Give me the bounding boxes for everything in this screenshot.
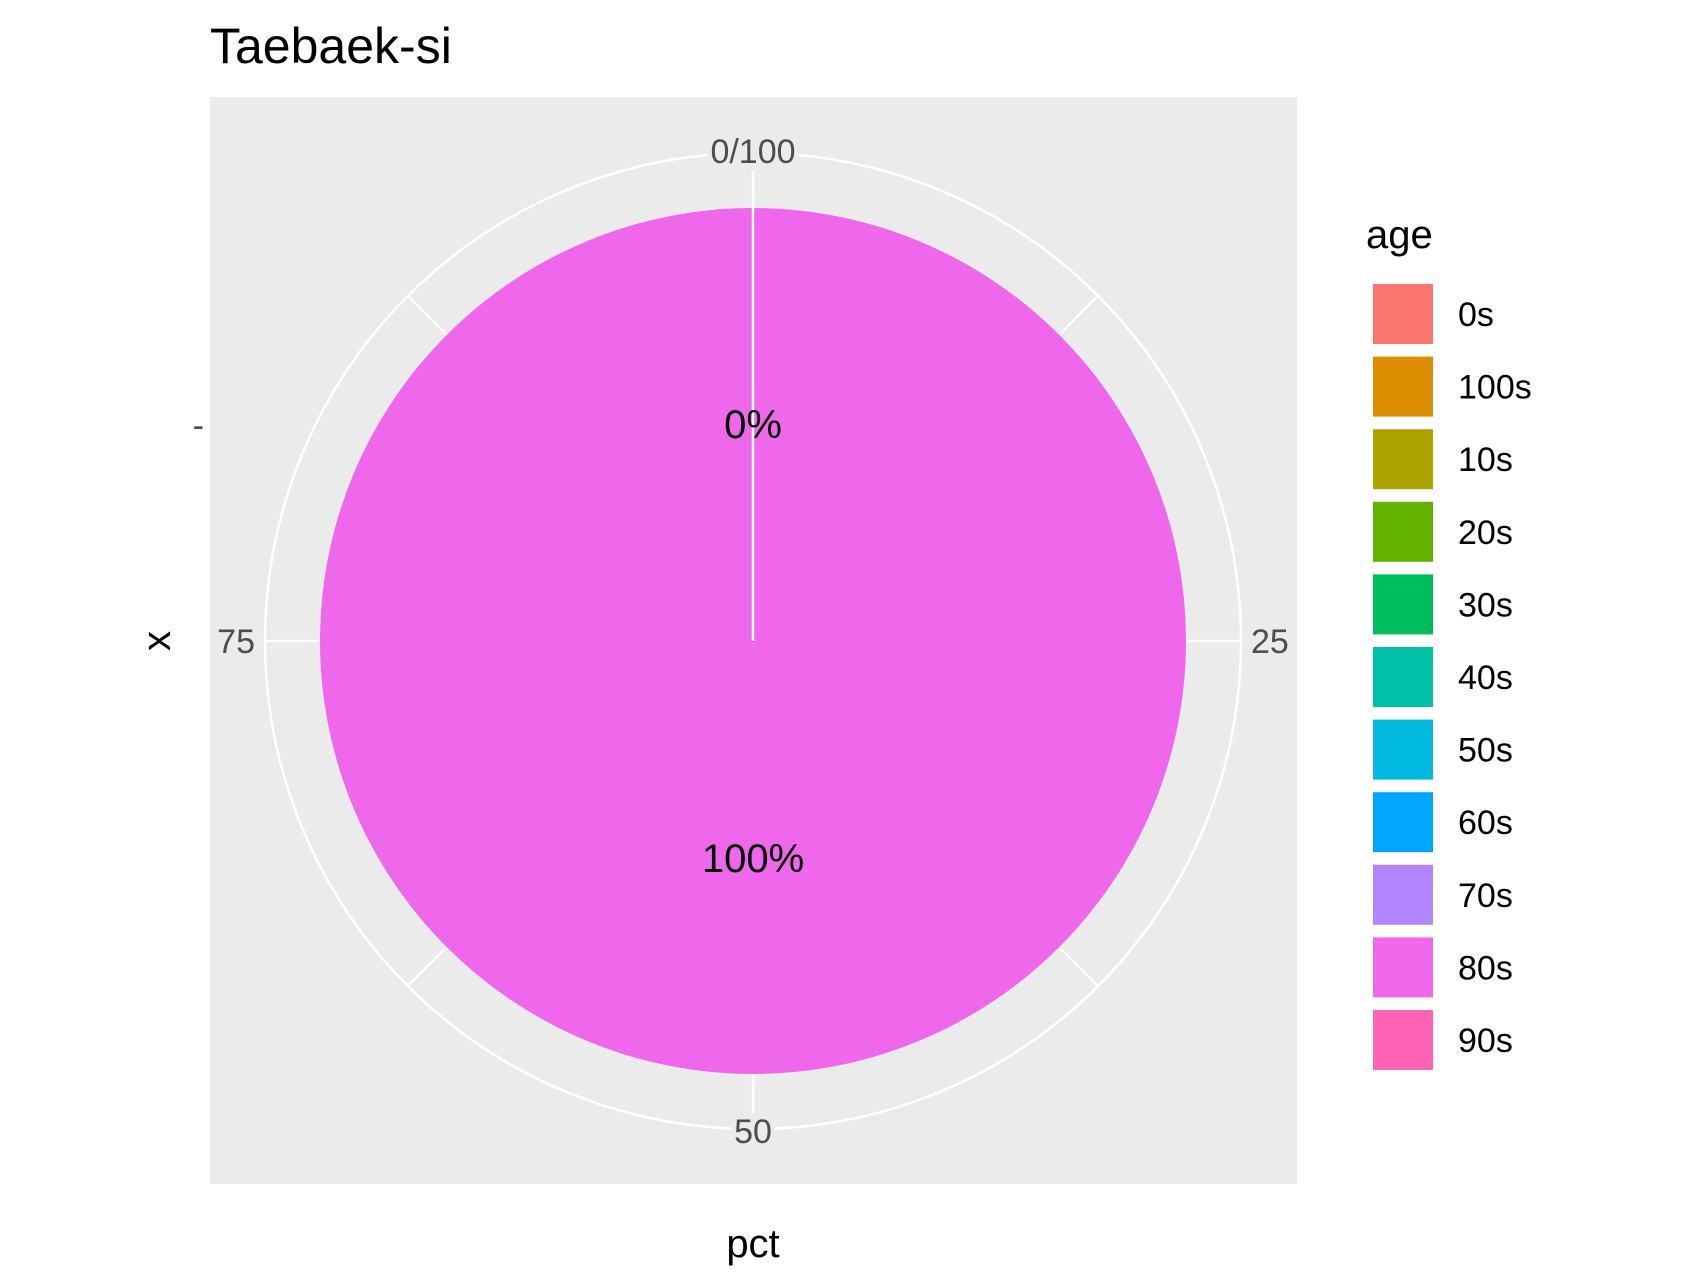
legend-label: 100s [1458,369,1532,407]
y-axis-title: x [135,631,179,651]
legend-key-100s [1371,354,1435,419]
legend-items: 0s 100s 10s 20s 30s 40s 50s 60s 70s 80s 90s [1371,282,1532,1072]
legend-key-70s [1371,862,1435,927]
tick-label-background [707,133,799,171]
chart-title: Taebaek-si [210,18,452,74]
legend-label: 30s [1458,586,1513,624]
radial-grid-line [407,295,448,336]
tick-label-background [731,1113,775,1151]
slice-label: 100% [702,837,804,881]
legend-key-90s [1371,1008,1435,1072]
legend-key-30s [1371,572,1435,637]
slice-label: 0% [724,403,782,447]
legend-key-80s [1371,935,1435,1000]
radial-grid-line [1058,295,1099,336]
legend-label: 40s [1458,659,1513,697]
legend-key-40s [1371,645,1435,709]
x-axis-title: pct [726,1222,779,1266]
legend-key-60s [1371,790,1435,855]
theta-tick-label: 50 [734,1113,772,1151]
legend-title: age [1366,213,1433,257]
theta-tick-labels: 0/100 25 50 75 [214,133,1292,1151]
theta-tick-label: 0/100 [710,133,795,171]
legend-label: 80s [1458,949,1513,987]
radial-grid-line [1058,946,1099,987]
legend-key-10s [1371,427,1435,492]
legend-label: 50s [1458,732,1513,770]
pie-slices [320,208,1186,1074]
legend-label: 0s [1458,296,1494,334]
legend-key-20s [1371,499,1435,564]
legend-label: 70s [1458,877,1513,915]
legend-label: 10s [1458,441,1513,479]
theta-tick-label: 25 [1251,623,1289,661]
legend-key-0s [1371,282,1435,346]
theta-tick-label: 75 [217,623,255,661]
legend-label: 90s [1458,1022,1513,1060]
radial-grid-line [407,946,448,987]
legend-label: 20s [1458,514,1513,552]
legend: age 0s 100s 10s 20s 30s 40s 50s 60s 70s 80s 90s [1366,213,1532,1072]
legend-key-50s [1371,717,1435,782]
tick-label-background [1248,623,1292,661]
legend-label: 60s [1458,804,1513,842]
tick-label-background [214,623,258,661]
y-axis-tick-label: - [193,407,204,445]
slice-labels: 0% 100% [702,403,804,881]
